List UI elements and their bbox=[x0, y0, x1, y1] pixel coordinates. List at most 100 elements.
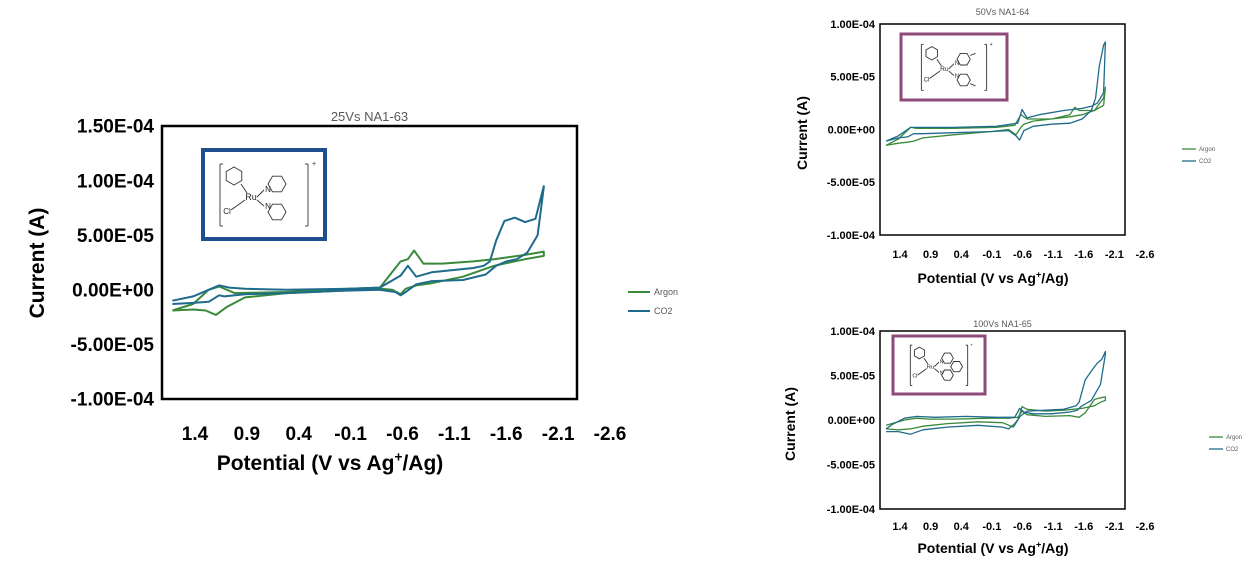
x-tick-label: 1.4 bbox=[182, 424, 209, 445]
y-tick-label: 0.00E+00 bbox=[828, 415, 875, 427]
series-line-argon bbox=[885, 86, 1107, 146]
x-tick-label: -2.1 bbox=[542, 424, 575, 445]
x-axis-label-tail: /Ag) bbox=[1041, 540, 1068, 556]
x-axis-label: Potential (V vs Ag+/Ag) bbox=[917, 269, 1068, 286]
x-axis-label-tail: /Ag) bbox=[1041, 270, 1068, 286]
ru-n-bond bbox=[934, 368, 940, 373]
ligand-ring bbox=[950, 361, 964, 373]
methyl-bond bbox=[970, 52, 976, 56]
inset-frame bbox=[891, 334, 987, 396]
legend-label: Argon bbox=[1226, 435, 1242, 441]
y-tick-label: -1.00E-04 bbox=[827, 504, 876, 516]
charge-label: + bbox=[312, 161, 316, 168]
x-tick-label: -0.6 bbox=[386, 424, 419, 445]
ru-label: Ru bbox=[940, 66, 949, 73]
x-axis-label-sup: + bbox=[1036, 269, 1041, 279]
x-tick-label: -2.6 bbox=[1136, 249, 1155, 261]
plot-frame bbox=[879, 23, 1126, 236]
x-tick-label: 0.4 bbox=[286, 424, 313, 445]
arene-ring bbox=[913, 346, 925, 360]
y-tick-label: -5.00E-05 bbox=[827, 459, 875, 471]
y-tick-label: -5.00E-05 bbox=[827, 177, 875, 189]
x-tick-label: -0.1 bbox=[982, 249, 1001, 261]
ru-n-bond bbox=[948, 70, 955, 76]
cl-label: Cl bbox=[912, 374, 917, 380]
plot-frame bbox=[879, 330, 1126, 510]
ligand-ring bbox=[941, 369, 954, 381]
x-tick-label: -1.6 bbox=[490, 424, 523, 445]
x-axis-label: Potential (V vs Ag+/Ag) bbox=[217, 450, 444, 475]
x-axis-label-text: Potential (V vs Ag bbox=[917, 540, 1036, 556]
chart-title: 50Vs NA1-64 bbox=[976, 7, 1030, 17]
ru-cl-bond bbox=[917, 368, 927, 376]
x-tick-label: -0.6 bbox=[1013, 521, 1032, 533]
ru-cl-bond bbox=[230, 199, 246, 211]
inset-frame bbox=[201, 148, 327, 241]
x-tick-label: 1.4 bbox=[892, 249, 908, 261]
x-tick-label: -1.1 bbox=[438, 424, 471, 445]
ru-label: Ru bbox=[927, 365, 935, 371]
n-label: N bbox=[940, 359, 944, 365]
y-tick-label: -5.00E-05 bbox=[71, 335, 155, 356]
x-tick-label: -1.1 bbox=[1044, 249, 1063, 261]
y-tick-label: -1.00E-04 bbox=[71, 390, 155, 411]
x-tick-label: 0.9 bbox=[923, 521, 938, 533]
legend-label: Argon bbox=[1199, 147, 1215, 153]
ru-n-bond bbox=[934, 361, 940, 367]
molecule-inset: Ru Cl NN + bbox=[891, 334, 987, 396]
charge-label: + bbox=[970, 342, 973, 347]
n-label: N bbox=[940, 370, 944, 376]
methyl-bond bbox=[970, 83, 976, 87]
chart-bottom: 100Vs NA1-65 1.00E-04 5.00E-05 0.00E+00 -5.0… bbox=[782, 319, 1242, 556]
x-tick-label: -1.1 bbox=[1044, 521, 1063, 533]
ru-n-bond bbox=[256, 189, 265, 198]
n-label: N bbox=[955, 61, 959, 67]
y-tick-label: 1.00E-04 bbox=[830, 326, 876, 338]
y-tick-label: -1.00E-04 bbox=[827, 230, 876, 242]
ru-n-bond bbox=[948, 63, 955, 70]
ligand-ring bbox=[267, 203, 287, 221]
chart-top: 50Vs NA1-64 1.00E-04 5.00E-05 0.00E+00 -5.00… bbox=[794, 7, 1215, 286]
y-tick-label: 1.50E-04 bbox=[77, 117, 155, 138]
ru-cl-bond bbox=[929, 70, 941, 79]
legend-label: CO2 bbox=[654, 306, 673, 316]
series-line-co2 bbox=[885, 350, 1107, 435]
molecule-inset: Ru Cl NN + bbox=[201, 148, 327, 241]
x-tick-label: 0.4 bbox=[954, 521, 970, 533]
charge-label: + bbox=[990, 42, 993, 48]
y-tick-label: 0.00E+00 bbox=[828, 124, 875, 136]
x-tick-label: -2.6 bbox=[1136, 521, 1155, 533]
series-line-argon bbox=[172, 249, 545, 316]
x-tick-label: -0.6 bbox=[1013, 249, 1032, 261]
y-axis-label: Current (A) bbox=[794, 96, 810, 170]
legend-label: CO2 bbox=[1199, 159, 1212, 165]
chart-title: 25Vs NA1-63 bbox=[331, 109, 408, 124]
ligand-ring bbox=[941, 352, 954, 364]
n-label: N bbox=[265, 185, 271, 194]
arene-ru-bond bbox=[240, 183, 248, 194]
x-axis-label-tail: /Ag) bbox=[402, 452, 443, 475]
x-axis-label-sup: + bbox=[394, 450, 402, 465]
series-line-argon bbox=[885, 396, 1107, 431]
x-tick-label: -0.1 bbox=[982, 521, 1001, 533]
x-axis-label: Potential (V vs Ag+/Ag) bbox=[917, 539, 1068, 556]
ligand-ring bbox=[956, 73, 971, 87]
legend-label: Argon bbox=[654, 287, 678, 297]
y-tick-label: 5.00E-05 bbox=[830, 72, 875, 84]
y-axis-label: Current (A) bbox=[26, 208, 49, 319]
x-axis-label-text: Potential (V vs Ag bbox=[917, 270, 1036, 286]
x-tick-label: -0.1 bbox=[334, 424, 367, 445]
x-tick-label: 0.9 bbox=[234, 424, 260, 445]
x-tick-label: 1.4 bbox=[892, 521, 908, 533]
arene-ru-bond bbox=[936, 58, 942, 67]
x-tick-label: -1.6 bbox=[1074, 521, 1093, 533]
plot-frame bbox=[160, 124, 579, 401]
ru-label: Ru bbox=[245, 192, 257, 202]
y-tick-label: 0.00E+00 bbox=[72, 280, 154, 301]
x-axis-label-sup: + bbox=[1036, 539, 1041, 549]
ligand-ring bbox=[267, 175, 287, 193]
y-tick-label: 1.00E-04 bbox=[830, 19, 876, 31]
y-axis-label: Current (A) bbox=[782, 387, 798, 461]
cl-label: Cl bbox=[223, 207, 231, 216]
